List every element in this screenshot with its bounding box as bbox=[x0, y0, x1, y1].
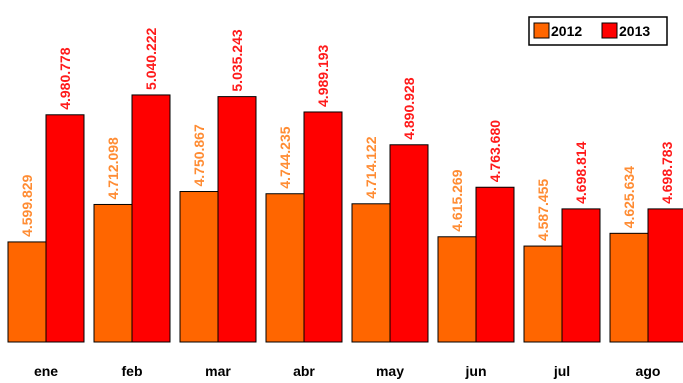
value-label-2013-jun: 4.763.680 bbox=[487, 120, 503, 182]
value-label-2012-jul: 4.587.455 bbox=[535, 179, 551, 241]
value-label-2012-may: 4.714.122 bbox=[363, 136, 379, 198]
category-label-may: may bbox=[376, 363, 404, 379]
bar-2012-jul bbox=[523, 245, 563, 343]
bar-2013-jun bbox=[475, 186, 515, 343]
value-label-2013-may: 4.890.928 bbox=[401, 77, 417, 139]
category-label-feb: feb bbox=[122, 363, 143, 379]
bars-layer bbox=[7, 94, 683, 343]
value-label-2013-feb: 5.040.222 bbox=[143, 27, 159, 89]
bar-2012-ago bbox=[609, 232, 649, 343]
bar-2013-ene bbox=[45, 114, 85, 343]
legend-label-2013: 2013 bbox=[619, 23, 650, 39]
legend-swatch-2013 bbox=[601, 22, 618, 39]
value-label-2012-mar: 4.750.867 bbox=[191, 124, 207, 186]
value-label-2012-ene: 4.599.829 bbox=[19, 174, 35, 236]
category-label-abr: abr bbox=[293, 363, 315, 379]
bar-2012-feb bbox=[93, 203, 133, 343]
value-label-2013-abr: 4.989.193 bbox=[315, 44, 331, 106]
value-label-2012-abr: 4.744.235 bbox=[277, 126, 293, 188]
value-labels-layer: 4.599.829 4.980.778 4.712.098 5.040.222 4.75… bbox=[19, 27, 675, 241]
legend-label-2012: 2012 bbox=[551, 23, 582, 39]
category-label-mar: mar bbox=[205, 363, 231, 379]
bar-2013-feb bbox=[131, 94, 171, 343]
bar-2013-abr bbox=[303, 111, 343, 343]
bar-2013-ago bbox=[647, 208, 683, 343]
legend-swatch-2012 bbox=[533, 22, 550, 39]
value-label-2013-ene: 4.980.778 bbox=[57, 47, 73, 109]
category-label-jul: jul bbox=[553, 363, 570, 379]
bar-2012-jun bbox=[437, 236, 477, 343]
category-label-ago: ago bbox=[636, 363, 661, 379]
legend-box bbox=[528, 16, 668, 46]
value-label-2013-jul: 4.698.814 bbox=[573, 141, 589, 203]
bar-2012-ene bbox=[7, 241, 47, 343]
bar-2013-may bbox=[389, 144, 429, 343]
bar-2012-mar bbox=[179, 191, 219, 343]
value-label-2013-ago: 4.698.783 bbox=[659, 141, 675, 203]
value-label-2012-feb: 4.712.098 bbox=[105, 137, 121, 199]
value-label-2012-jun: 4.615.269 bbox=[449, 169, 465, 231]
bar-2013-jul bbox=[561, 208, 601, 343]
bar-2013-mar bbox=[217, 96, 257, 343]
category-labels-layer: ene feb mar abr may jun jul ago bbox=[34, 363, 661, 379]
bar-2012-abr bbox=[265, 193, 305, 343]
category-label-ene: ene bbox=[34, 363, 58, 379]
bar-2012-may bbox=[351, 203, 391, 343]
value-label-2013-mar: 5.035.243 bbox=[229, 29, 245, 91]
legend: 2012 2013 bbox=[528, 16, 668, 46]
category-label-jun: jun bbox=[465, 363, 487, 379]
value-label-2012-ago: 4.625.634 bbox=[621, 166, 637, 228]
